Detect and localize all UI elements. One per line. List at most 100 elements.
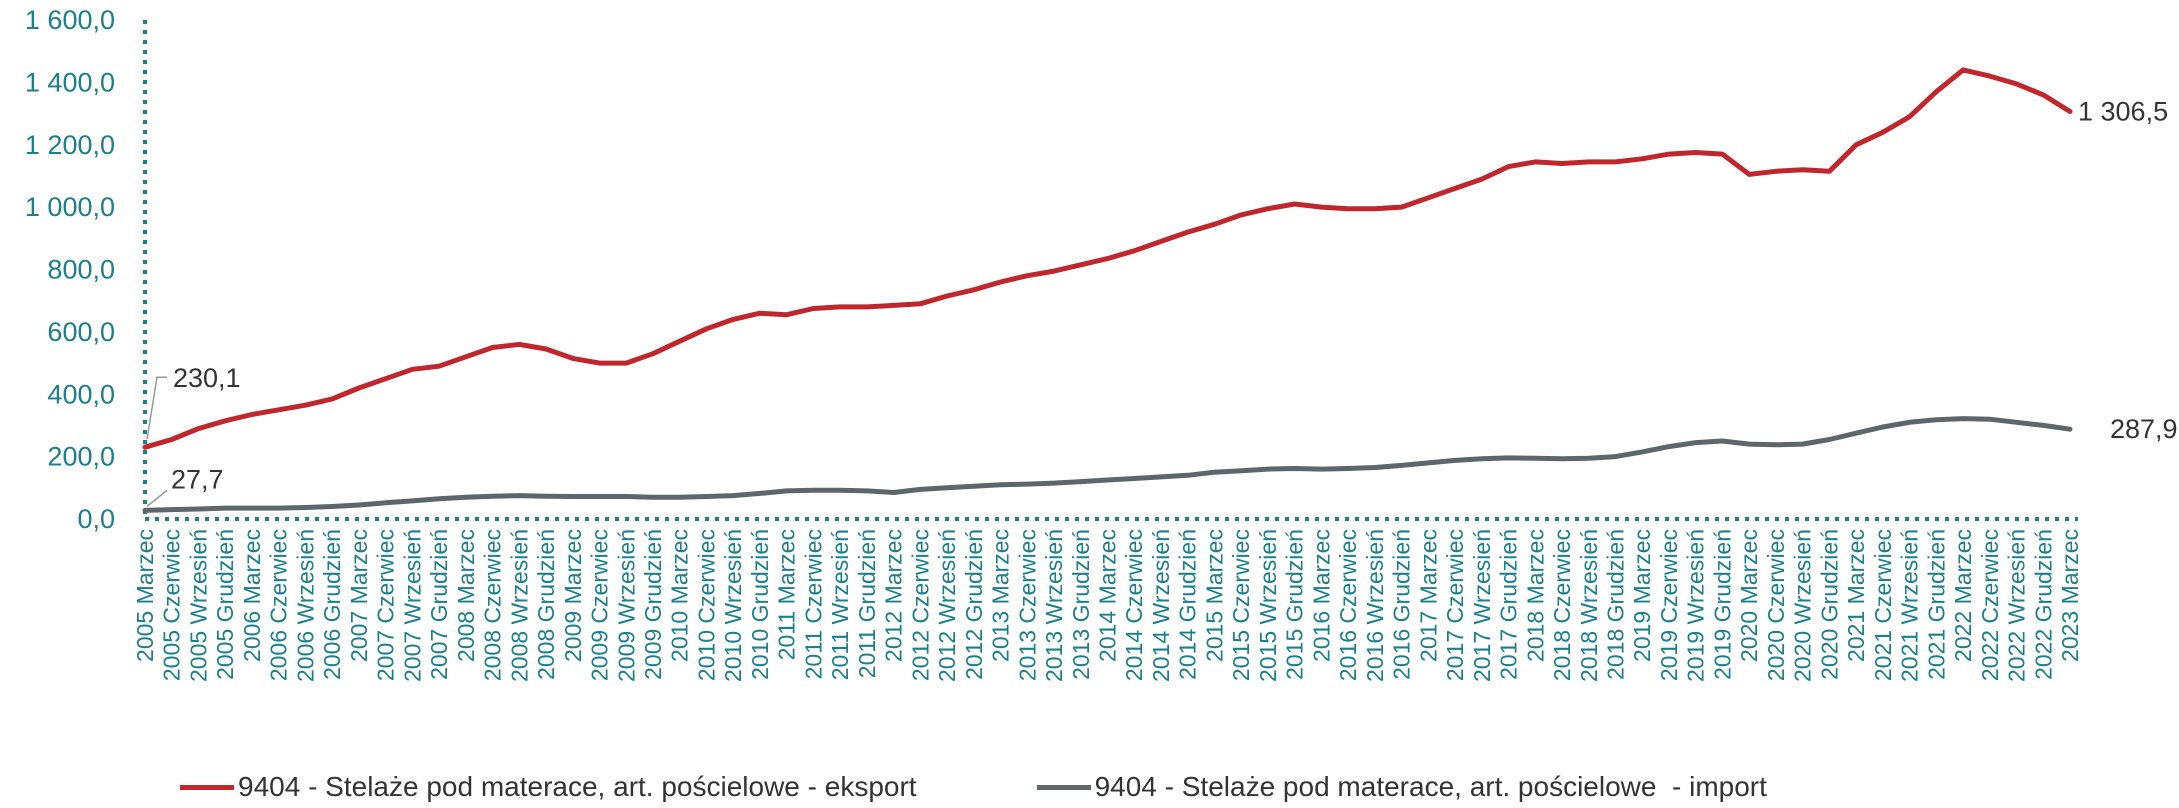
x-tick-label: 2021 Grudzień: [1923, 529, 1949, 680]
x-tick-label: 2022 Wrzesień: [2004, 529, 2030, 682]
x-tick-label: 2005 Wrzesień: [185, 529, 211, 682]
x-tick-label: 2022 Marzec: [1950, 529, 1976, 662]
x-tick-label: 2016 Marzec: [1308, 529, 1334, 662]
x-tick-label: 2016 Wrzesień: [1362, 529, 1388, 682]
x-tick-label: 2010 Grudzień: [747, 529, 773, 680]
y-tick-label: 600,0: [47, 317, 115, 347]
x-tick-label: 2006 Grudzień: [319, 529, 345, 680]
data-labels: 230,1 27,7 1 306,5 287,9: [146, 97, 2178, 507]
legend-swatch-export: [180, 784, 234, 790]
x-tick-label: 2013 Grudzień: [1068, 529, 1094, 680]
y-tick-label: 1 600,0: [25, 5, 115, 35]
data-label-export-start: 230,1: [173, 363, 241, 393]
x-tick-label: 2011 Czerwiec: [800, 529, 826, 679]
x-tick-label: 2017 Marzec: [1415, 529, 1441, 662]
x-tick-label: 2012 Wrzesień: [934, 529, 960, 682]
x-tick-label: 2021 Wrzesień: [1897, 529, 1923, 682]
x-tick-label: 2021 Marzec: [1843, 529, 1869, 662]
x-tick-label: 2014 Grudzień: [1175, 529, 1201, 680]
series-line-export: [142, 67, 2073, 450]
x-tick-label: 2008 Czerwiec: [480, 529, 506, 681]
x-tick-label: 2020 Wrzesień: [1790, 529, 1816, 682]
x-tick-label: 2007 Grudzień: [426, 529, 452, 680]
x-tick-label: 2006 Czerwiec: [266, 529, 292, 681]
x-tick-label: 2022 Czerwiec: [1977, 529, 2003, 681]
x-tick-label: 2008 Wrzesień: [506, 529, 532, 682]
x-tick-label: 2007 Marzec: [346, 529, 372, 662]
data-label-import-end: 287,9: [2110, 414, 2178, 444]
x-tick-label: 2022 Grudzień: [2030, 529, 2056, 680]
x-tick-label: 2011 Wrzesień: [827, 529, 853, 680]
x-tick-label: 2010 Marzec: [667, 529, 693, 662]
legend-item-export: 9404 - Stelaże pod materace, art. poście…: [180, 771, 917, 803]
legend-label-import: 9404 - Stelaże pod materace, art. poście…: [1094, 771, 1767, 802]
x-tick-label: 2005 Grudzień: [212, 529, 238, 680]
legend: 9404 - Stelaże pod materace, art. poście…: [180, 771, 1767, 803]
x-tick-label: 2011 Marzec: [774, 529, 800, 660]
x-tick-label: 2009 Czerwiec: [587, 529, 613, 681]
x-tick-label: 2019 Grudzień: [1709, 529, 1735, 680]
x-tick-label: 2016 Grudzień: [1389, 529, 1415, 680]
legend-label-export: 9404 - Stelaże pod materace, art. poście…: [238, 771, 917, 802]
x-tick-label: 2012 Grudzień: [961, 529, 987, 680]
x-tick-label: 2023 Marzec: [2057, 529, 2083, 662]
x-tick-label: 2005 Czerwiec: [159, 529, 185, 681]
x-tick-label: 2018 Czerwiec: [1549, 529, 1575, 681]
x-tick-label: 2017 Wrzesień: [1469, 529, 1495, 682]
y-tick-label: 800,0: [47, 255, 115, 285]
series-lines: [142, 67, 2073, 513]
x-tick-label: 2015 Czerwiec: [1228, 529, 1254, 681]
x-tick-label: 2014 Czerwiec: [1121, 529, 1147, 681]
x-tick-label: 2015 Marzec: [1201, 529, 1227, 662]
x-tick-label: 2010 Wrzesień: [720, 529, 746, 682]
y-tick-label: 0,0: [77, 504, 115, 534]
leader-line-import-start: [146, 489, 168, 507]
x-tick-label: 2009 Marzec: [560, 529, 586, 662]
x-tick-label: 2014 Wrzesień: [1148, 529, 1174, 682]
x-tick-label: 2009 Wrzesień: [613, 529, 639, 682]
x-tick-label: 2013 Marzec: [988, 529, 1014, 662]
x-tick-label: 2014 Marzec: [1095, 529, 1121, 662]
x-tick-label: 2015 Grudzień: [1282, 529, 1308, 680]
x-tick-label: 2018 Marzec: [1522, 529, 1548, 662]
x-tick-label: 2010 Czerwiec: [693, 529, 719, 681]
x-tick-label: 2019 Czerwiec: [1656, 529, 1682, 681]
x-tick-label: 2020 Czerwiec: [1763, 529, 1789, 681]
y-tick-label: 1 200,0: [25, 130, 115, 160]
x-tick-label: 2012 Marzec: [881, 529, 907, 662]
x-tick-label: 2005 Marzec: [132, 529, 158, 662]
y-tick-label: 1 000,0: [25, 192, 115, 222]
x-tick-label: 2009 Grudzień: [640, 529, 666, 680]
x-tick-label: 2013 Wrzesień: [1041, 529, 1067, 682]
x-tick-label: 2020 Grudzień: [1816, 529, 1842, 680]
y-tick-label: 200,0: [47, 442, 115, 472]
x-tick-label: 2008 Marzec: [453, 529, 479, 662]
x-tick-label: 2019 Wrzesień: [1683, 529, 1709, 682]
x-tick-label: 2016 Czerwiec: [1335, 529, 1361, 681]
data-label-export-end: 1 306,5: [2078, 97, 2168, 127]
legend-item-import: 9404 - Stelaże pod materace, art. poście…: [1036, 771, 1767, 803]
x-axis: 2005 Marzec 2005 Czerwiec 2005 Wrzesień 200…: [132, 517, 2083, 682]
x-tick-label: 2017 Grudzień: [1496, 529, 1522, 680]
x-tick-label: 2018 Wrzesień: [1576, 529, 1602, 682]
y-axis: 0,0 200,0 400,0 600,0 800,0 1 000,0 1 200,0 1 4…: [25, 5, 147, 534]
x-tick-label: 2018 Grudzień: [1602, 529, 1628, 680]
x-tick-label: 2012 Czerwiec: [907, 529, 933, 681]
leader-line-export-start: [146, 376, 167, 440]
x-tick-label: 2020 Marzec: [1736, 529, 1762, 662]
series-line-import: [142, 416, 2073, 513]
x-tick-label: 2007 Czerwiec: [373, 529, 399, 681]
y-tick-label: 1 400,0: [25, 67, 115, 97]
y-tick-label: 400,0: [47, 379, 115, 409]
x-tick-label: 2015 Wrzesień: [1255, 529, 1281, 682]
x-tick-label: 2017 Czerwiec: [1442, 529, 1468, 681]
x-tick-label: 2019 Marzec: [1629, 529, 1655, 662]
x-tick-label: 2006 Wrzesień: [292, 529, 318, 682]
x-tick-label: 2006 Marzec: [239, 529, 265, 662]
x-tick-label: 2007 Wrzesień: [399, 529, 425, 682]
legend-swatch-import: [1036, 784, 1091, 790]
x-tick-label: 2013 Czerwiec: [1014, 529, 1040, 681]
x-tick-label: 2008 Grudzień: [533, 529, 559, 680]
x-tick-label: 2011 Grudzień: [854, 529, 880, 678]
